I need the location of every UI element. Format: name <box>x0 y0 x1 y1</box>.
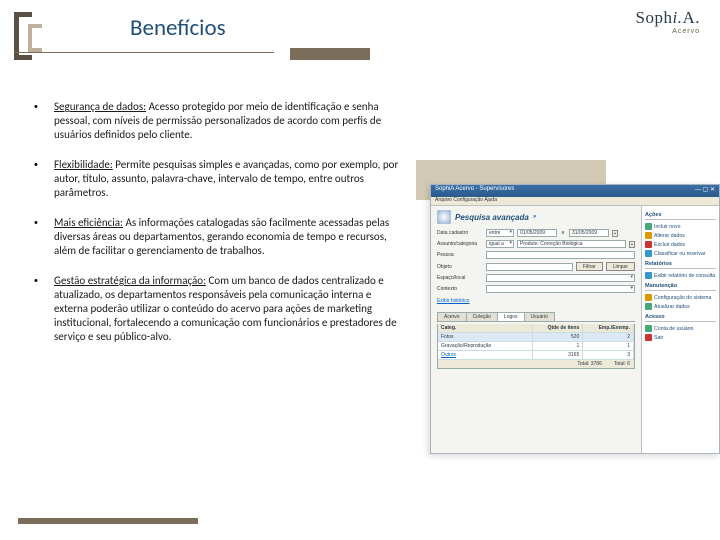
title-underline <box>0 52 400 66</box>
col-header: Categ. <box>438 324 533 332</box>
section-heading: Pesquisa avançada » <box>437 210 635 224</box>
history-link[interactable]: Exibir histórico <box>437 296 635 306</box>
sidebar-item[interactable]: Incluir novo <box>645 222 716 231</box>
cell[interactable]: Outros <box>438 351 533 359</box>
window-titlebar: SophiA Acervo - Supervisores — ▢ ✕ <box>431 185 719 197</box>
page-title: Benefícios <box>130 14 226 42</box>
subject-input[interactable]: Produto: Correção Biológica <box>517 240 626 248</box>
sidebar-item[interactable]: Conta de usuário <box>645 324 716 333</box>
field-label: Objeto <box>437 264 483 270</box>
sidebar-item[interactable]: Sair <box>645 333 716 342</box>
cell[interactable]: Gravação/Reprodução <box>438 342 533 350</box>
field-label: Data cadastro <box>437 230 483 236</box>
op-select[interactable]: entre <box>486 229 514 237</box>
plus-button[interactable]: + <box>612 230 618 237</box>
place-select[interactable] <box>486 274 635 282</box>
col-header: Emp./Exemp. <box>583 324 634 332</box>
sidebar-item[interactable]: Configuração do sistema <box>645 293 716 302</box>
cell: 1 <box>583 342 634 350</box>
field-label: Contexto <box>437 286 483 292</box>
grid-total: Total: 3786 <box>577 361 601 367</box>
action-sidebar: Ações Incluir novo Alterar dados Excluir… <box>641 206 719 453</box>
side-group-acoes: Ações <box>645 212 716 220</box>
person-input[interactable] <box>486 251 635 259</box>
results-table: Categ. Qtde de itens Emp./Exemp. Fotos 5… <box>437 324 635 369</box>
side-group-relatorios: Relatórios <box>645 261 716 269</box>
bullet-list: • Segurança de dados: Acesso protegido p… <box>34 100 402 360</box>
grid-total: Total: 6 <box>614 361 630 367</box>
object-input[interactable] <box>486 263 573 271</box>
context-select[interactable] <box>486 285 635 293</box>
list-item: • Gestão estratégica da informação: Com … <box>34 274 402 344</box>
cell: 1 <box>533 342 584 350</box>
cell: 2 <box>583 333 634 341</box>
cell: 520 <box>533 333 584 341</box>
brand-logo: Sophi.A. Acervo <box>636 8 700 35</box>
cell: 3165 <box>533 351 584 359</box>
sidebar-item[interactable]: Excluir dados <box>645 240 716 249</box>
list-item: • Flexibilidade: Permite pesquisas simpl… <box>34 158 402 200</box>
sidebar-item[interactable]: Exibir relatório de consulta <box>645 271 716 280</box>
tab-colecao[interactable]: Coleção <box>466 312 498 321</box>
list-item: • Mais eficiência: As informações catalo… <box>34 216 402 258</box>
sidebar-item[interactable]: Atualizar dados <box>645 302 716 311</box>
footer-rule <box>18 518 198 524</box>
tab-acervo[interactable]: Acervo <box>437 312 467 321</box>
field-label: Pessoa <box>437 252 483 258</box>
date-to-input[interactable]: 31/05/2009 <box>569 229 609 237</box>
field-label: Espaço/local <box>437 275 483 281</box>
tab-logos[interactable]: Logos <box>497 312 525 321</box>
date-from-input[interactable]: 01/05/2009 <box>517 229 557 237</box>
op-select[interactable]: igual a <box>486 240 514 248</box>
plus-button[interactable]: + <box>629 241 635 248</box>
field-label: Assunto/categoria <box>437 241 483 247</box>
menu-bar[interactable]: Arquivo Configuração Ajuda <box>431 197 719 206</box>
search-icon <box>437 210 451 224</box>
list-item: • Segurança de dados: Acesso protegido p… <box>34 100 402 142</box>
cell: 3 <box>583 351 634 359</box>
cell[interactable]: Fotos <box>438 333 533 341</box>
col-header: Qtde de itens <box>533 324 584 332</box>
filter-button[interactable]: Filtrar <box>576 262 603 271</box>
side-group-acesso: Acesso <box>645 314 716 322</box>
side-group-manutencao: Manutenção <box>645 283 716 291</box>
sidebar-item[interactable]: Alterar dados <box>645 231 716 240</box>
sidebar-item[interactable]: Classificar ou reservar <box>645 249 716 258</box>
tab-bar: Acervo Coleção Logos Usuário <box>437 312 635 322</box>
clear-button[interactable]: Limpar <box>606 262 635 271</box>
window-controls-icon[interactable]: — ▢ ✕ <box>695 186 715 196</box>
tab-usuario[interactable]: Usuário <box>524 312 555 321</box>
app-screenshot: SophiA Acervo - Supervisores — ▢ ✕ Arqui… <box>430 184 720 454</box>
